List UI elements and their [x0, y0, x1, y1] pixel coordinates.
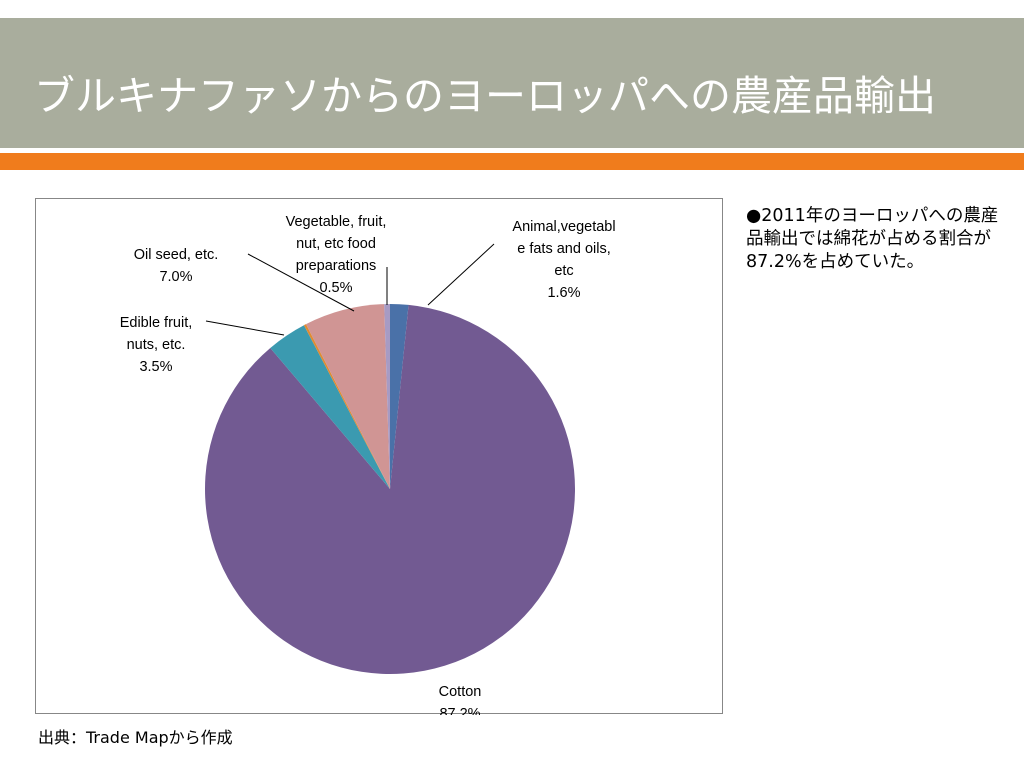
pie-slice — [270, 325, 390, 489]
accent-line — [0, 153, 1024, 170]
label-leader-line — [247, 253, 355, 312]
pie-slice — [303, 324, 390, 489]
pie-slice — [384, 304, 390, 489]
pie-chart: Animal,vegetabl e fats and oils, etc 1.6% Co… — [35, 198, 723, 715]
bullet-marker: ● — [746, 206, 762, 226]
pie-slice — [390, 304, 409, 489]
pie-chart-svg: Animal,vegetabl e fats and oils, etc 1.6% Co… — [120, 214, 616, 715]
slice-label: Edible fruit, nuts, etc. 3.5% — [120, 315, 193, 375]
slice-label: Oil seed, etc. 7.0% — [134, 247, 219, 285]
slice-label: Animal,vegetabl e fats and oils, etc 1.6% — [512, 219, 615, 301]
title-bar — [0, 18, 1024, 148]
pie-slice — [205, 304, 576, 674]
bullet-text: 2011年のヨーロッパへの農産品輸出では綿花が占める割合が87.2%を占めていた… — [746, 206, 999, 272]
slice-label: Cotton 87.2% — [439, 684, 482, 715]
label-leader-line — [427, 243, 495, 306]
slide-title: ブルキナファソからのヨーロッパへの農産品輸出 — [34, 72, 936, 120]
pie-slice — [306, 304, 390, 489]
slice-label: Vegetable, fruit, nut, etc food preparatio… — [286, 214, 387, 296]
bullet-point: ●2011年のヨーロッパへの農産品輸出では綿花が占める割合が87.2%を占めてい… — [746, 205, 1002, 274]
source-note: 出典：Trade Mapから作成 — [38, 728, 233, 747]
label-leader-line — [205, 320, 285, 336]
